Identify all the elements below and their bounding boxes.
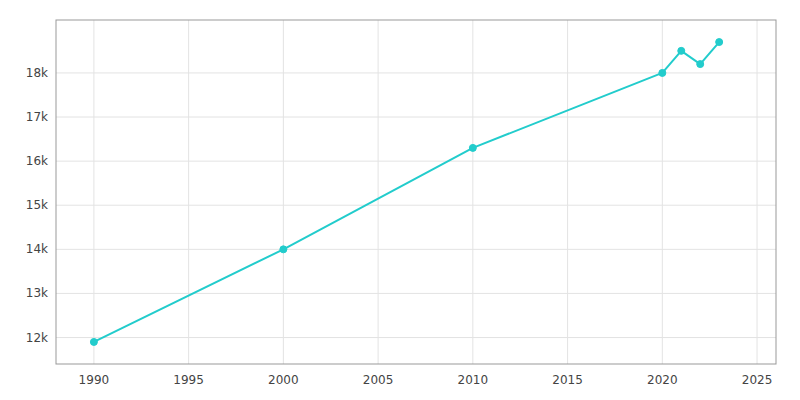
- point: [716, 39, 723, 46]
- grid-line-y: [56, 337, 776, 338]
- grid-line-x: [378, 20, 379, 364]
- y-tick-label: 18k: [26, 66, 48, 80]
- grid-line-x: [757, 20, 758, 364]
- x-tick-label: 2010: [458, 373, 489, 387]
- y-tick-label: 15k: [26, 198, 48, 212]
- y-tick-label: 16k: [26, 154, 48, 168]
- x-tick-label: 2020: [647, 373, 678, 387]
- point: [659, 69, 666, 76]
- grid-line-y: [56, 293, 776, 294]
- grid-line-y: [56, 205, 776, 206]
- grid-line-y: [56, 72, 776, 73]
- series: [90, 39, 722, 346]
- y-tick-label: 17k: [26, 110, 48, 124]
- point: [678, 47, 685, 54]
- chart-container: 1990 1995 2000 2005 2010 2015 2020 2025 12k 13k 14…: [0, 0, 800, 400]
- grid-line-x: [93, 20, 94, 364]
- y-tick-label: 14k: [26, 242, 48, 256]
- page: {"chart_data": {"type": "line", "x": [19…: [0, 0, 800, 400]
- grid-line-x: [472, 20, 473, 364]
- grid-line-y: [56, 249, 776, 250]
- plot-frame: [56, 20, 776, 364]
- y-tick-label: 13k: [26, 286, 48, 300]
- x-tick-label: 1990: [79, 373, 110, 387]
- grid-line-x: [283, 20, 284, 364]
- tick-labels: 1990 1995 2000 2005 2010 2015 2020 2025 12k 13k 14…: [26, 66, 773, 387]
- x-tick-label: 2025: [742, 373, 773, 387]
- chart: 1990 1995 2000 2005 2010 2015 2020 2025 12k 13k 14…: [0, 0, 800, 400]
- point: [697, 61, 704, 68]
- x-tick-label: 2005: [363, 373, 394, 387]
- x-tick-label: 1995: [173, 373, 204, 387]
- point: [280, 246, 287, 253]
- x-tick-label: 2015: [552, 373, 583, 387]
- line: [94, 42, 719, 342]
- grid: [56, 20, 776, 364]
- y-tick-label: 12k: [26, 331, 48, 345]
- point: [469, 144, 476, 151]
- grid-line-y: [56, 117, 776, 118]
- grid-line-x: [188, 20, 189, 364]
- grid-line-x: [567, 20, 568, 364]
- grid-line-y: [56, 161, 776, 162]
- x-tick-label: 2000: [268, 373, 299, 387]
- point: [90, 338, 97, 345]
